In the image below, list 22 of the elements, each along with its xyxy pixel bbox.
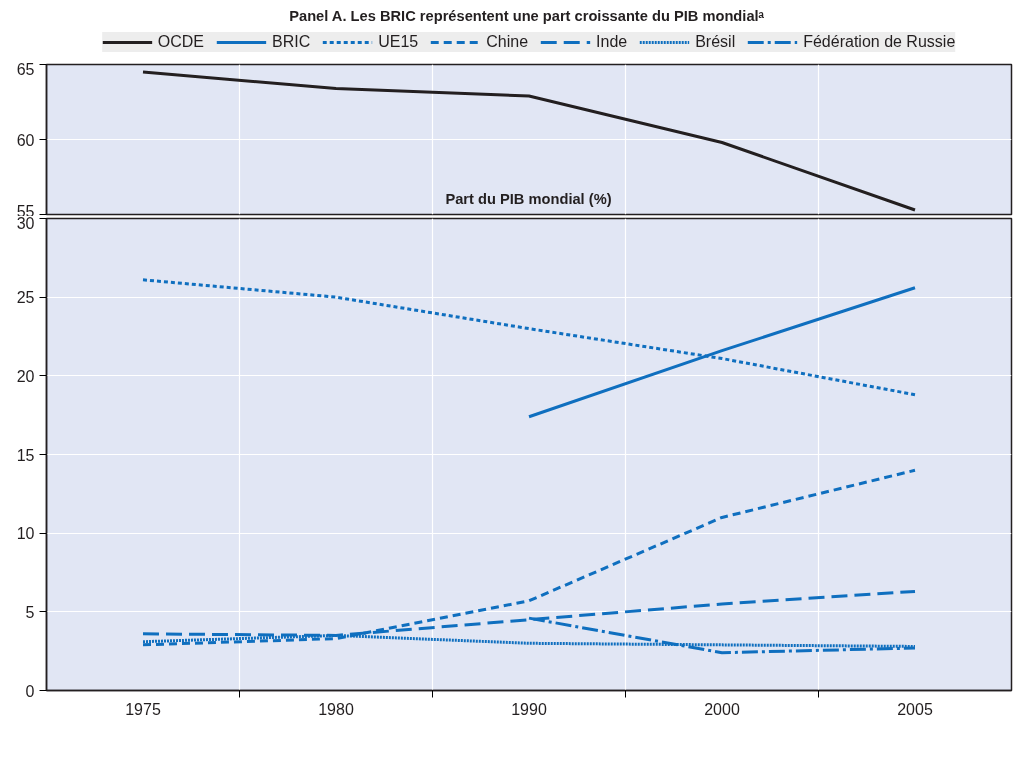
y-tick-label: 10: [16, 525, 35, 543]
legend-label: Brésil: [695, 33, 736, 51]
y-tick-label: 60: [16, 131, 35, 149]
x-tick-label: 2005: [897, 700, 933, 718]
y-axis-title: Part du PIB mondial (%): [445, 190, 612, 207]
chart-title: Panel A. Les BRIC représentent une part croissante du PIB mondialᵃ: [289, 7, 765, 24]
legend-label: Fédération de Russie: [803, 33, 956, 51]
legend-label: OCDE: [157, 33, 204, 51]
y-tick-label: 25: [16, 289, 35, 307]
y-tick-label: 5: [25, 603, 35, 621]
legend-label: BRIC: [271, 33, 311, 51]
legend-label: Chine: [486, 33, 529, 51]
x-tick-label: 1975: [125, 700, 161, 718]
x-tick-label: 1990: [511, 700, 547, 718]
legend-label: Inde: [596, 33, 628, 51]
x-tick-label: 1980: [318, 700, 354, 718]
x-tick-label: 2000: [704, 700, 740, 718]
y-tick-label: 20: [16, 367, 35, 385]
y-tick-label: 15: [16, 446, 35, 464]
y-tick-label: 0: [25, 682, 35, 700]
y-tick-label: 65: [16, 60, 35, 78]
legend-label: UE15: [378, 33, 419, 51]
